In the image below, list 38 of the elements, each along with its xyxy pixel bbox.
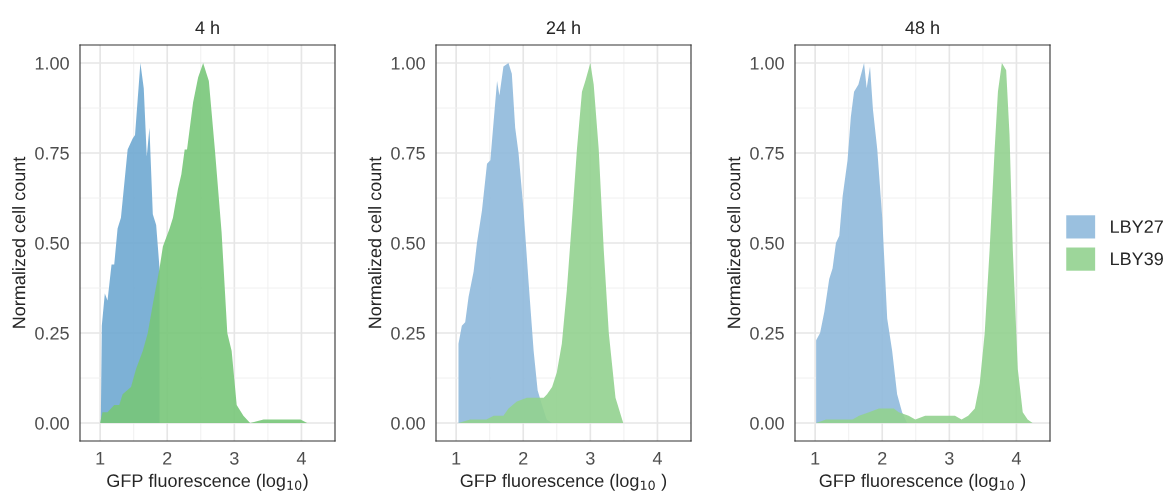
y-tick-label: 1.00 [391, 56, 425, 70]
y-tick-label: 0.00 [750, 416, 784, 430]
y-tick-label: 0.75 [750, 146, 784, 160]
y-tick-label: 0.75 [391, 146, 425, 160]
y-tick-label: 0.25 [35, 326, 69, 340]
x-tick-label: 3 [586, 451, 595, 465]
y-tick-label: 0.25 [750, 326, 784, 340]
x-tick-label: 2 [163, 451, 172, 465]
x-tick-label: 3 [230, 451, 239, 465]
y-tick-label: 0.50 [35, 236, 69, 250]
legend-label: LBY39 [1111, 252, 1163, 266]
y-tick-label: 0.75 [35, 146, 69, 160]
chart-title: 24 h [546, 20, 580, 34]
y-tick-label: 0.50 [391, 236, 425, 250]
y-axis-title: Normalized cell count [727, 156, 741, 328]
y-axis-title: Normalized cell count [12, 156, 26, 328]
y-tick-label: 1.00 [35, 56, 69, 70]
x-tick-label: 1 [96, 452, 105, 465]
chart-title: 4 h [195, 20, 219, 34]
x-axis-title: GFP fluorescence (log$_{10}$) [107, 473, 308, 491]
x-tick-label: 4 [1011, 452, 1021, 465]
y-tick-label: 1.00 [750, 56, 784, 70]
x-tick-label: 2 [519, 451, 528, 465]
y-tick-label: 0.00 [391, 416, 425, 430]
chart-title: 48 h [905, 20, 939, 35]
x-tick-label: 2 [878, 451, 887, 465]
y-tick-label: 0.00 [35, 416, 69, 430]
x-tick-label: 3 [945, 451, 954, 465]
y-axis-title: Normalized cell count [368, 156, 382, 328]
x-tick-label: 1 [452, 452, 461, 465]
y-tick-label: 0.25 [391, 326, 425, 340]
x-tick-label: 4 [652, 452, 662, 465]
legend-label: LBY27 [1111, 220, 1163, 233]
x-axis-title: GFP fluorescence (log$_{10}$ ) [460, 473, 667, 491]
y-tick-label: 0.50 [750, 236, 784, 250]
x-tick-label: 1 [811, 452, 820, 465]
x-axis-title: GFP fluorescence (log$_{10}$ ) [819, 473, 1026, 491]
x-tick-label: 4 [296, 452, 306, 465]
